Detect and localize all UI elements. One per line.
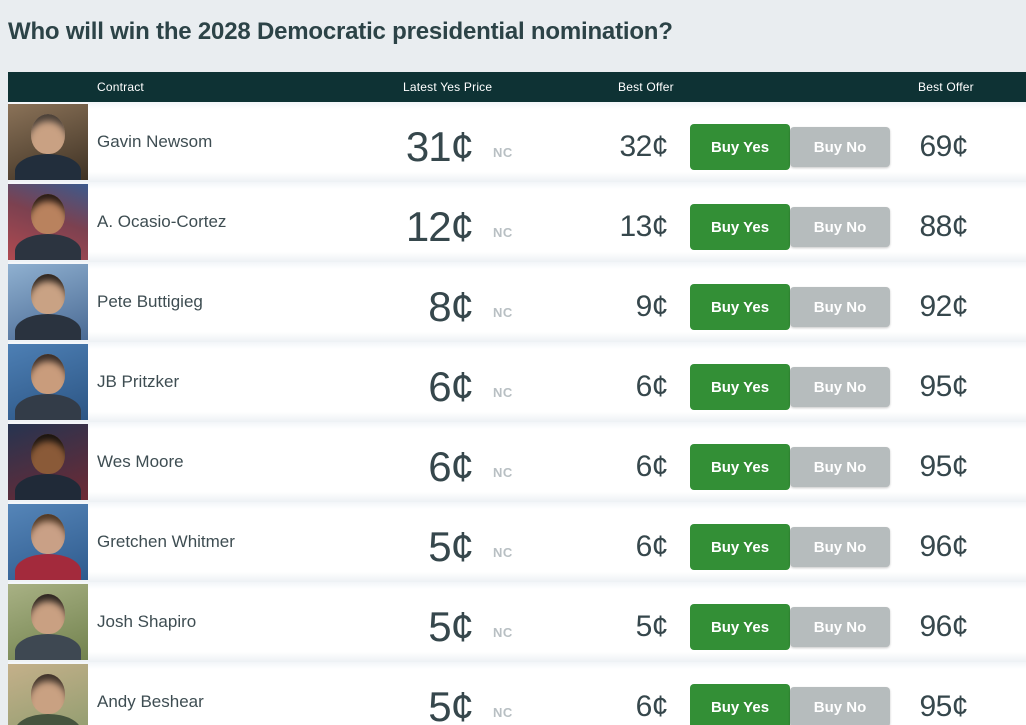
best-offer-yes-price: 6¢ [635, 689, 669, 723]
price-change-indicator: NC [493, 465, 513, 480]
best-offer-no-price: 92¢ [919, 289, 968, 323]
table-row: Wes Moore 6¢ NC 6¢ Buy Yes Buy No 95¢ [8, 422, 1026, 502]
latest-yes-price: 5¢ [428, 683, 474, 725]
buy-no-button[interactable]: Buy No [790, 207, 890, 247]
table-row: A. Ocasio-Cortez 12¢ NC 13¢ Buy Yes Buy … [8, 182, 1026, 262]
table-header-bar: Contract Latest Yes Price Best Offer Bes… [8, 72, 1026, 102]
buy-no-button[interactable]: Buy No [790, 527, 890, 567]
best-offer-no-price: 88¢ [919, 209, 968, 243]
contract-name: A. Ocasio-Cortez [97, 212, 227, 231]
column-header-best-offer-no: Best Offer [918, 80, 974, 94]
candidate-photo [8, 344, 88, 420]
column-header-contract: Contract [97, 80, 144, 94]
buy-yes-button[interactable]: Buy Yes [690, 444, 790, 490]
price-change-indicator: NC [493, 145, 513, 160]
best-offer-no-price: 96¢ [919, 529, 968, 563]
buy-yes-button[interactable]: Buy Yes [690, 124, 790, 170]
buy-yes-button[interactable]: Buy Yes [690, 364, 790, 410]
price-change-indicator: NC [493, 305, 513, 320]
latest-yes-price: 12¢ [405, 203, 474, 250]
buy-no-button[interactable]: Buy No [790, 367, 890, 407]
candidate-photo [8, 104, 88, 180]
buy-yes-button[interactable]: Buy Yes [690, 684, 790, 725]
latest-yes-price: 6¢ [428, 363, 474, 410]
contract-name: JB Pritzker [97, 372, 180, 391]
buy-no-button[interactable]: Buy No [790, 687, 890, 725]
latest-yes-price: 31¢ [405, 123, 474, 170]
best-offer-no-price: 96¢ [919, 609, 968, 643]
best-offer-no-price: 95¢ [919, 689, 968, 723]
latest-yes-price: 8¢ [428, 283, 474, 330]
table-row: Josh Shapiro 5¢ NC 5¢ Buy Yes Buy No 96¢ [8, 582, 1026, 662]
candidate-photo [8, 184, 88, 260]
contract-name: Wes Moore [97, 452, 184, 471]
table-row: Gavin Newsom 31¢ NC 32¢ Buy Yes Buy No 6… [8, 102, 1026, 182]
price-change-indicator: NC [493, 625, 513, 640]
latest-yes-price: 6¢ [428, 443, 474, 490]
best-offer-no-price: 95¢ [919, 449, 968, 483]
price-change-indicator: NC [493, 225, 513, 240]
buy-yes-button[interactable]: Buy Yes [690, 604, 790, 650]
contract-name: Gavin Newsom [97, 132, 213, 151]
best-offer-yes-price: 6¢ [635, 369, 669, 403]
column-header-latest-yes-price: Latest Yes Price [403, 80, 493, 94]
contract-name: Josh Shapiro [97, 612, 197, 631]
table-row: Andy Beshear 5¢ NC 6¢ Buy Yes Buy No 95¢ [8, 662, 1026, 725]
buy-yes-button[interactable]: Buy Yes [690, 284, 790, 330]
buy-no-button[interactable]: Buy No [790, 127, 890, 167]
contract-name: Andy Beshear [97, 692, 204, 711]
best-offer-yes-price: 9¢ [635, 289, 669, 323]
column-header-best-offer-yes: Best Offer [618, 80, 674, 94]
contracts-table: Contract Latest Yes Price Best Offer Bes… [8, 72, 1026, 725]
price-change-indicator: NC [493, 545, 513, 560]
best-offer-yes-price: 5¢ [635, 609, 669, 643]
best-offer-yes-price: 6¢ [635, 529, 669, 563]
best-offer-no-price: 95¢ [919, 369, 968, 403]
candidate-photo [8, 504, 88, 580]
contract-name: Gretchen Whitmer [97, 532, 235, 551]
candidate-photo [8, 584, 88, 660]
latest-yes-price: 5¢ [428, 523, 474, 570]
best-offer-no-price: 69¢ [919, 129, 968, 163]
table-row: Pete Buttigieg 8¢ NC 9¢ Buy Yes Buy No 9… [8, 262, 1026, 342]
table-row: JB Pritzker 6¢ NC 6¢ Buy Yes Buy No 95¢ [8, 342, 1026, 422]
latest-yes-price: 5¢ [428, 603, 474, 650]
candidate-photo [8, 424, 88, 500]
market-header: Who will win the 2028 Democratic preside… [0, 0, 1026, 72]
best-offer-yes-price: 6¢ [635, 449, 669, 483]
candidate-photo [8, 664, 88, 725]
table-row: Gretchen Whitmer 5¢ NC 6¢ Buy Yes Buy No… [8, 502, 1026, 582]
page-title: Who will win the 2028 Democratic preside… [8, 18, 673, 45]
buy-no-button[interactable]: Buy No [790, 607, 890, 647]
best-offer-yes-price: 13¢ [619, 209, 668, 243]
buy-no-button[interactable]: Buy No [790, 447, 890, 487]
buy-no-button[interactable]: Buy No [790, 287, 890, 327]
price-change-indicator: NC [493, 705, 513, 720]
candidate-photo [8, 264, 88, 340]
buy-yes-button[interactable]: Buy Yes [690, 524, 790, 570]
buy-yes-button[interactable]: Buy Yes [690, 204, 790, 250]
contract-name: Pete Buttigieg [97, 292, 203, 311]
best-offer-yes-price: 32¢ [619, 129, 668, 163]
price-change-indicator: NC [493, 385, 513, 400]
